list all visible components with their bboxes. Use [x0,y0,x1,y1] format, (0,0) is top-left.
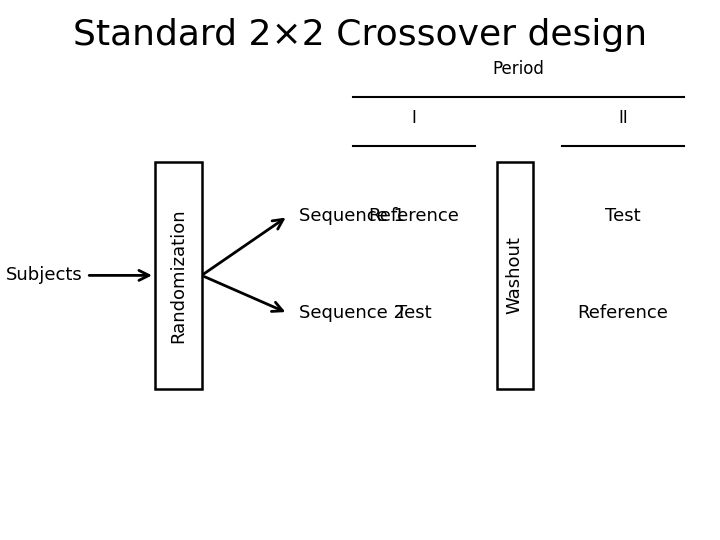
Text: Standard 2×2 Crossover design: Standard 2×2 Crossover design [73,18,647,52]
Text: Sequence 2: Sequence 2 [299,304,405,322]
Bar [155,162,202,389]
Text: Period: Period [492,60,544,78]
Text: Test: Test [396,304,432,322]
Text: Test: Test [605,207,641,225]
Text: II: II [618,109,628,127]
Text: Subjects: Subjects [6,266,83,285]
Text: Randomization: Randomization [169,208,187,343]
Text: Reference: Reference [577,304,668,322]
Text: Reference: Reference [369,207,459,225]
Text: Washout: Washout [505,237,523,314]
Text: Sequence 1: Sequence 1 [299,207,405,225]
Bar [497,162,533,389]
Text: I: I [412,109,416,127]
